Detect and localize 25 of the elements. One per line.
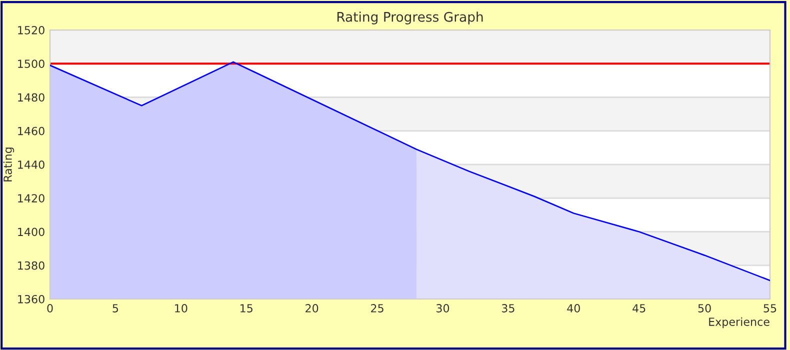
y-tick-label: 1360 [18, 294, 44, 304]
x-tick-label: 20 [306, 304, 318, 312]
y-tick-label: 1420 [18, 194, 44, 203]
x-tick-label: 40 [567, 304, 580, 312]
line-series [50, 61, 770, 282]
x-tick-label: 50 [698, 304, 711, 312]
x-tick-label: 30 [436, 304, 450, 312]
x-tick-label: 25 [371, 304, 384, 312]
y-tick-label: 1400 [18, 228, 44, 236]
y-tick-label: 1480 [18, 93, 44, 102]
chart-title: Rating Progress Graph [337, 12, 483, 24]
y-tick-label: 1440 [18, 160, 44, 169]
y-tick-label: 1500 [18, 60, 44, 68]
x-tick-label: 0 [47, 304, 53, 312]
x-tick-label: 35 [502, 304, 514, 312]
x-tick-label: 55 [764, 304, 776, 312]
y-axis-title: Rating [3, 148, 14, 182]
x-tick-label: 15 [240, 304, 252, 312]
x-tick-label: 10 [175, 304, 188, 312]
y-tick-label: 1460 [18, 126, 44, 136]
x-axis-title: Experience [709, 317, 770, 328]
y-tick-label: 1520 [18, 26, 44, 34]
y-tick-label: 1380 [18, 261, 44, 270]
x-tick-label: 45 [632, 304, 646, 312]
x-tick-label: 5 [112, 304, 118, 312]
